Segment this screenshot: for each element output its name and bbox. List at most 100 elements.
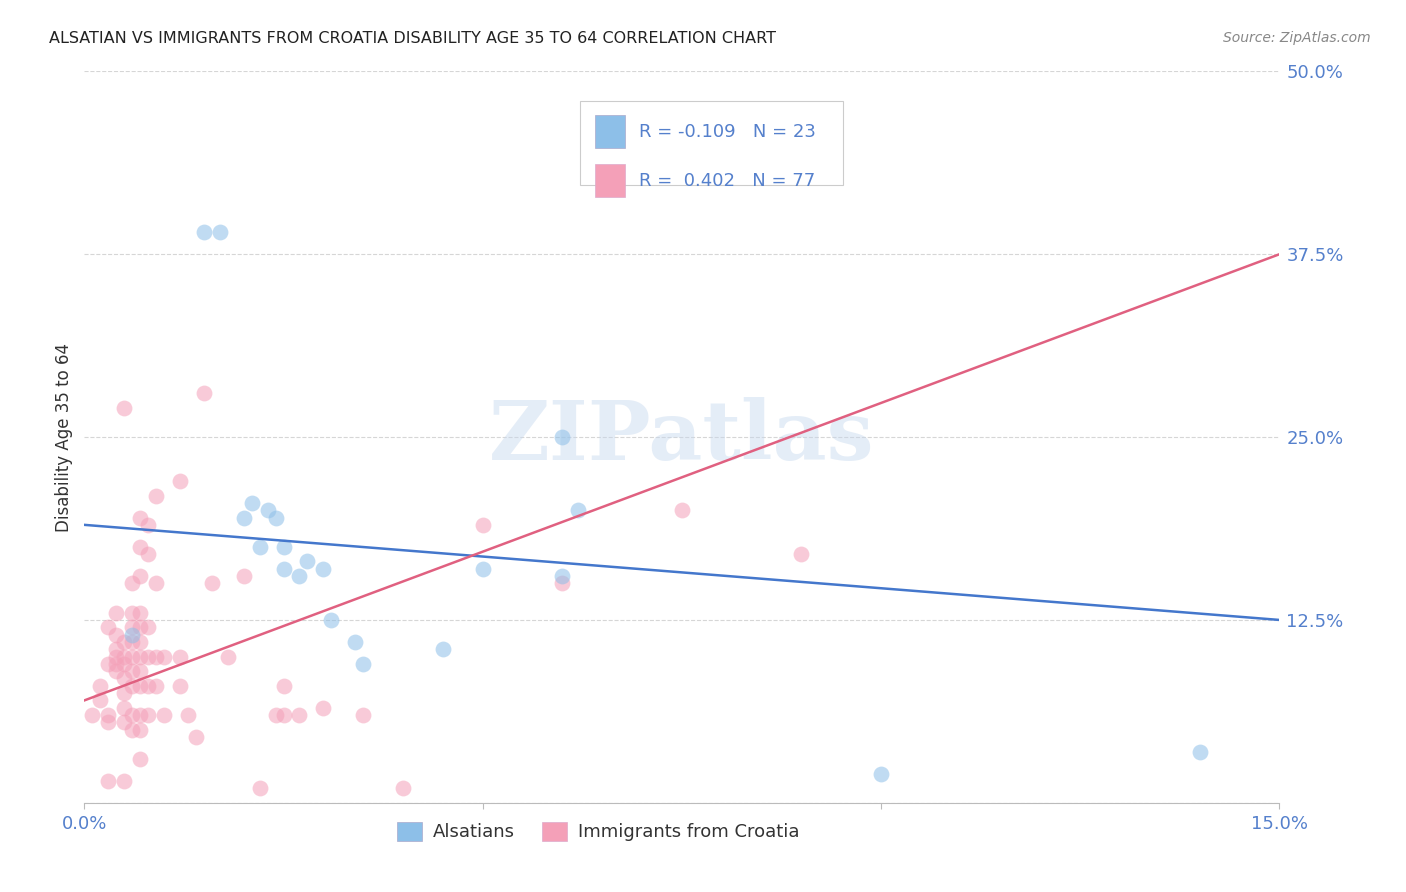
Point xyxy=(136,547,159,561)
Point xyxy=(297,554,319,568)
Point xyxy=(273,562,295,576)
Point xyxy=(136,649,159,664)
Point xyxy=(145,679,167,693)
Legend: Alsatians, Immigrants from Croatia: Alsatians, Immigrants from Croatia xyxy=(389,814,807,848)
FancyBboxPatch shape xyxy=(581,101,844,185)
Y-axis label: Disability Age 35 to 64: Disability Age 35 to 64 xyxy=(55,343,73,532)
Point xyxy=(344,635,367,649)
Point xyxy=(631,167,654,181)
Point xyxy=(790,547,813,561)
Point xyxy=(112,657,135,671)
Point xyxy=(97,657,120,671)
Point xyxy=(105,657,128,671)
Point xyxy=(121,606,143,620)
Point xyxy=(240,496,263,510)
Point xyxy=(145,649,167,664)
Point xyxy=(671,503,693,517)
Point xyxy=(232,569,254,583)
FancyBboxPatch shape xyxy=(595,115,624,148)
Point xyxy=(256,503,278,517)
Point xyxy=(129,540,152,554)
Point xyxy=(89,693,111,707)
Point xyxy=(201,576,224,591)
Point xyxy=(264,510,287,524)
Point xyxy=(551,576,574,591)
Text: Source: ZipAtlas.com: Source: ZipAtlas.com xyxy=(1223,31,1371,45)
Point xyxy=(352,708,374,723)
Point xyxy=(249,781,271,796)
Point xyxy=(1188,745,1211,759)
Point xyxy=(105,649,128,664)
Point xyxy=(97,708,120,723)
Point xyxy=(870,766,893,780)
Point xyxy=(273,679,295,693)
Point xyxy=(184,730,207,744)
Point xyxy=(97,620,120,634)
Point xyxy=(136,708,159,723)
Point xyxy=(97,715,120,730)
Point xyxy=(273,708,295,723)
Point xyxy=(112,672,135,686)
Point xyxy=(121,620,143,634)
Point xyxy=(551,569,574,583)
Point xyxy=(136,620,159,634)
Point xyxy=(129,752,152,766)
Point xyxy=(112,700,135,714)
Point xyxy=(312,700,335,714)
Point xyxy=(129,664,152,678)
Point xyxy=(112,401,135,415)
Text: ALSATIAN VS IMMIGRANTS FROM CROATIA DISABILITY AGE 35 TO 64 CORRELATION CHART: ALSATIAN VS IMMIGRANTS FROM CROATIA DISA… xyxy=(49,31,776,46)
Text: R = -0.109   N = 23: R = -0.109 N = 23 xyxy=(638,123,815,141)
Point xyxy=(232,510,254,524)
Point xyxy=(432,642,454,657)
Point xyxy=(177,708,200,723)
Point xyxy=(153,649,176,664)
Point xyxy=(121,627,143,641)
Point xyxy=(121,649,143,664)
Point xyxy=(193,225,215,239)
Point xyxy=(217,649,239,664)
Point xyxy=(129,679,152,693)
Point xyxy=(145,489,167,503)
Point xyxy=(129,569,152,583)
Point xyxy=(129,649,152,664)
Point xyxy=(121,576,143,591)
Point xyxy=(112,773,135,788)
Point xyxy=(392,781,415,796)
Point xyxy=(208,225,231,239)
Point xyxy=(264,708,287,723)
Point xyxy=(288,708,311,723)
Point xyxy=(105,664,128,678)
Point xyxy=(129,620,152,634)
Point xyxy=(169,649,191,664)
Point xyxy=(105,606,128,620)
Point xyxy=(89,679,111,693)
Point xyxy=(121,664,143,678)
Point xyxy=(169,474,191,488)
Point xyxy=(193,386,215,401)
Point xyxy=(567,503,589,517)
Point xyxy=(471,517,494,532)
Point xyxy=(129,708,152,723)
Point xyxy=(273,540,295,554)
Point xyxy=(105,627,128,641)
FancyBboxPatch shape xyxy=(595,164,624,197)
Point xyxy=(145,576,167,591)
Point xyxy=(105,642,128,657)
Point xyxy=(82,708,104,723)
Point xyxy=(169,679,191,693)
Point xyxy=(112,686,135,700)
Point xyxy=(112,715,135,730)
Point xyxy=(121,723,143,737)
Point xyxy=(121,679,143,693)
Point xyxy=(129,723,152,737)
Point xyxy=(288,569,311,583)
Point xyxy=(136,517,159,532)
Point xyxy=(112,635,135,649)
Point xyxy=(121,708,143,723)
Point xyxy=(121,635,143,649)
Point xyxy=(136,679,159,693)
Point xyxy=(249,540,271,554)
Point xyxy=(129,635,152,649)
Point xyxy=(551,430,574,444)
